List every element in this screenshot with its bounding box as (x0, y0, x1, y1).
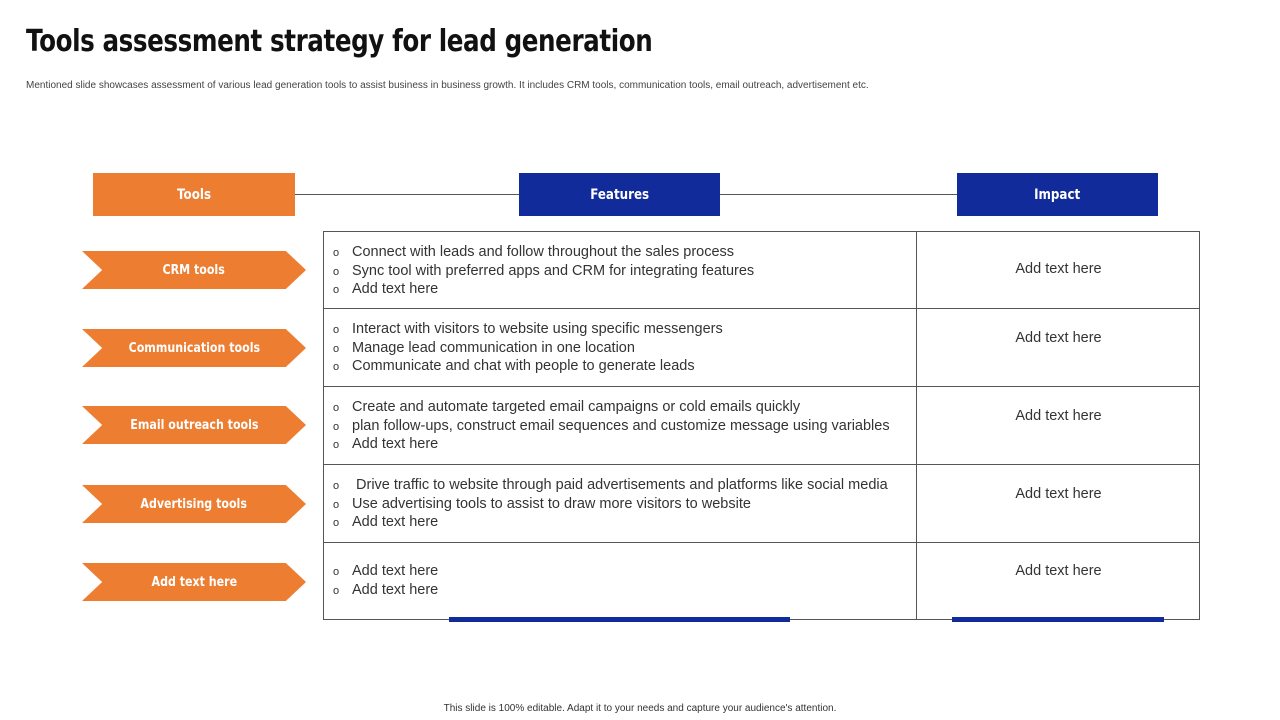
features-cell-advertising: o Drive traffic to website through paid … (333, 477, 908, 533)
impact-accent-bar (952, 617, 1164, 622)
bullet-icon: o (333, 361, 340, 373)
feature-item: o Interact with visitors to website using… (333, 321, 908, 340)
feature-item: o Add text here (333, 514, 908, 533)
impact-header: Impact (957, 173, 1158, 216)
feature-item: o Connect with leads and follow throughou… (333, 244, 908, 263)
bullet-icon: o (333, 439, 340, 451)
bullet-icon: o (333, 584, 340, 597)
bullet-icon: o (333, 498, 340, 511)
impact-cell-communication: Add text here (1015, 330, 1102, 346)
feature-text: Interact with visitors to website using … (352, 321, 723, 337)
tools-header: Tools (93, 173, 295, 216)
features-cell-email-outreach: o Create and automate targeted email camp… (333, 399, 908, 455)
feature-text: Add text here (352, 281, 439, 297)
feature-text: Create and automate targeted email campa… (352, 399, 801, 415)
tool-arrow-crm: CRM tools (82, 251, 306, 289)
tool-label: Email outreach tools (129, 417, 259, 433)
bullet-icon: o (333, 566, 340, 578)
header-connector-line (720, 194, 957, 195)
feature-text: Sync tool with preferred apps and CRM fo… (352, 262, 755, 279)
feature-item: o Add text here (333, 563, 908, 582)
feature-item: o Add text here (333, 281, 908, 300)
bullet-icon: o (333, 420, 340, 433)
feature-item: o Communicate and chat with people to gen… (333, 358, 908, 377)
table-row-divider (323, 464, 1200, 465)
feature-text: Add text here (352, 514, 439, 530)
feature-text: Connect with leads and follow throughout… (352, 244, 735, 260)
features-cell-add-text: o Add text here o Add text here (333, 563, 908, 600)
tools-header-label: Tools (176, 186, 212, 203)
feature-text: Manage lead communication in one locatio… (352, 339, 635, 356)
feature-text: Add text here (352, 563, 439, 579)
features-header-label: Features (590, 186, 649, 203)
tool-label: Add text here (151, 574, 237, 590)
feature-text: plan follow-ups, construct email sequenc… (352, 417, 890, 434)
tool-label: Communication tools (128, 340, 260, 356)
bullet-icon: o (333, 517, 340, 529)
bullet-icon: o (333, 247, 340, 259)
tool-arrow-add-text: Add text here (82, 563, 306, 601)
tool-label: CRM tools (162, 262, 226, 278)
feature-item: o plan follow-ups, construct email sequen… (333, 418, 908, 437)
tool-arrow-advertising: Advertising tools (82, 485, 306, 523)
features-cell-crm: o Connect with leads and follow throughou… (333, 244, 908, 300)
features-header: Features (519, 173, 720, 216)
feature-text: Communicate and chat with people to gene… (352, 358, 695, 374)
bullet-icon: o (333, 284, 340, 296)
feature-item: o Use advertising tools to assist to draw… (333, 496, 908, 515)
footer-note: This slide is 100% editable. Adapt it to… (443, 703, 837, 714)
impact-cell-crm: Add text here (1015, 261, 1102, 277)
feature-item: o Create and automate targeted email camp… (333, 399, 908, 418)
tool-arrow-communication: Communication tools (82, 329, 306, 367)
bullet-icon: o (333, 265, 340, 278)
features-accent-bar (449, 617, 790, 622)
feature-item: o Add text here (333, 436, 908, 455)
impact-cell-email-outreach: Add text here (1015, 408, 1102, 424)
table-row-divider (323, 308, 1200, 309)
feature-text: Drive traffic to website through paid ad… (352, 477, 888, 493)
bullet-icon: o (333, 342, 340, 355)
bullet-icon: o (333, 480, 340, 492)
bullet-icon: o (333, 402, 340, 414)
table-row-divider (323, 542, 1200, 543)
table-row-divider (323, 386, 1200, 387)
tool-label: Advertising tools (140, 496, 248, 512)
feature-text: Add text here (352, 581, 439, 598)
page-title: Tools assessment strategy for lead gener… (26, 24, 653, 59)
impact-cell-advertising: Add text here (1015, 486, 1102, 502)
features-cell-communication: o Interact with visitors to website using… (333, 321, 908, 377)
impact-cell-add-text: Add text here (1015, 563, 1102, 579)
feature-text: Add text here (352, 436, 439, 452)
bullet-icon: o (333, 324, 340, 336)
header-connector-line (295, 194, 519, 195)
feature-item: o Sync tool with preferred apps and CRM f… (333, 263, 908, 282)
tool-arrow-email-outreach: Email outreach tools (82, 406, 306, 444)
feature-item: o Manage lead communication in one locati… (333, 340, 908, 359)
page-subtitle: Mentioned slide showcases assessment of … (26, 80, 869, 91)
table-column-divider (916, 231, 917, 620)
feature-item: o Drive traffic to website through paid … (333, 477, 908, 496)
feature-item: o Add text here (333, 582, 908, 601)
feature-text: Use advertising tools to assist to draw … (352, 495, 751, 512)
impact-header-label: Impact (1034, 186, 1081, 203)
